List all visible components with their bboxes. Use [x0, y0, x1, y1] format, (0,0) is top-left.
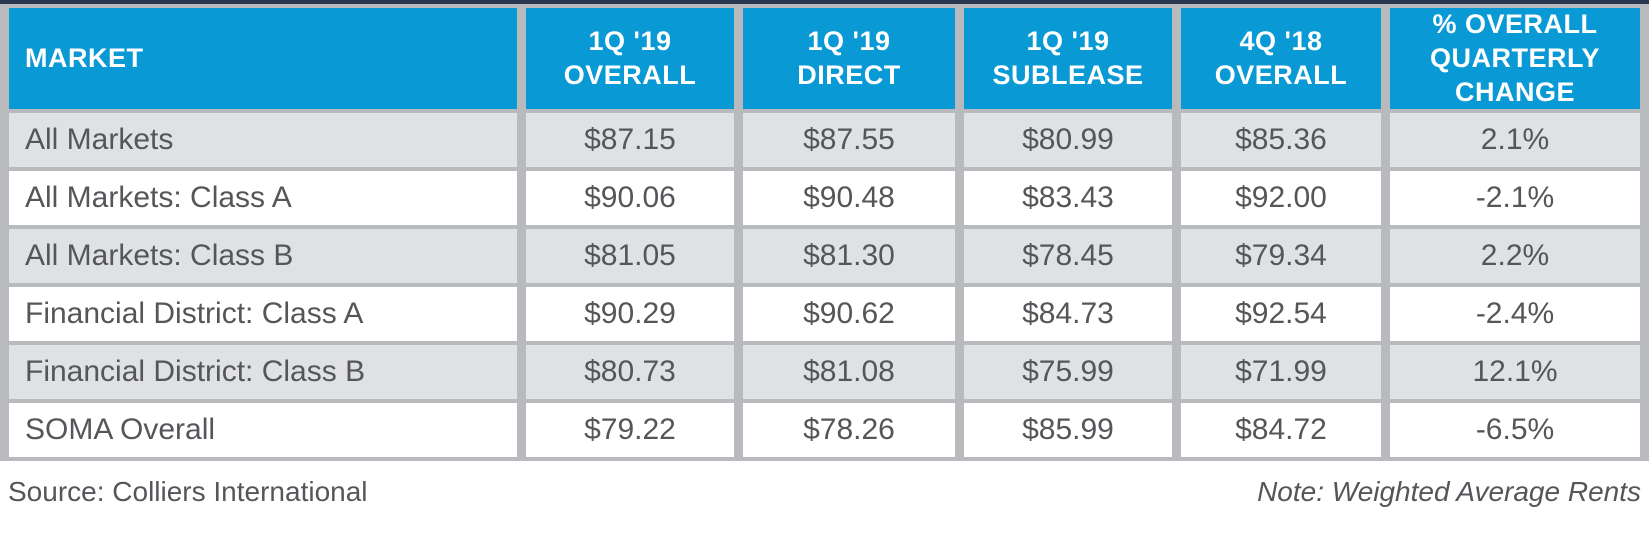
table-row: All Markets: Class B $81.05 $81.30 $78.4…: [9, 229, 1640, 284]
rates-table-wrap: MARKET 1Q '19 OVERALL 1Q '19 DIRECT 1Q '…: [0, 4, 1649, 462]
rate-cell: $84.72: [1181, 403, 1381, 458]
market-cell: All Markets: Class A: [9, 171, 517, 226]
rate-cell: $87.15: [526, 113, 734, 168]
rate-cell: $92.54: [1181, 287, 1381, 342]
rate-cell: $87.55: [743, 113, 955, 168]
rate-cell: $92.00: [1181, 171, 1381, 226]
rate-cell: $78.45: [964, 229, 1172, 284]
pct-change-cell: 12.1%: [1390, 345, 1640, 400]
rate-cell: $71.99: [1181, 345, 1381, 400]
table-body: All Markets $87.15 $87.55 $80.99 $85.36 …: [9, 113, 1640, 458]
market-cell: Financial District: Class B: [9, 345, 517, 400]
rate-cell: $80.99: [964, 113, 1172, 168]
column-header-1q19-sublease: 1Q '19 SUBLEASE: [964, 8, 1172, 110]
market-cell: All Markets: [9, 113, 517, 168]
rate-cell: $79.22: [526, 403, 734, 458]
table-header: MARKET 1Q '19 OVERALL 1Q '19 DIRECT 1Q '…: [9, 8, 1640, 110]
rate-cell: $80.73: [526, 345, 734, 400]
rate-cell: $90.48: [743, 171, 955, 226]
note-text: Note: Weighted Average Rents: [1257, 476, 1641, 508]
rates-table: MARKET 1Q '19 OVERALL 1Q '19 DIRECT 1Q '…: [0, 4, 1649, 461]
figure-footer: Source: Colliers International Note: Wei…: [0, 461, 1649, 508]
source-text: Source: Colliers International: [8, 476, 368, 508]
rate-cell: $90.06: [526, 171, 734, 226]
rate-cell: $81.05: [526, 229, 734, 284]
rate-cell: $79.34: [1181, 229, 1381, 284]
table-row: Financial District: Class B $80.73 $81.0…: [9, 345, 1640, 400]
column-header-1q19-direct: 1Q '19 DIRECT: [743, 8, 955, 110]
column-header-1q19-overall: 1Q '19 OVERALL: [526, 8, 734, 110]
rate-cell: $84.73: [964, 287, 1172, 342]
table-header-row: MARKET 1Q '19 OVERALL 1Q '19 DIRECT 1Q '…: [9, 8, 1640, 110]
pct-change-cell: 2.1%: [1390, 113, 1640, 168]
pct-change-cell: -6.5%: [1390, 403, 1640, 458]
table-row: All Markets $87.15 $87.55 $80.99 $85.36 …: [9, 113, 1640, 168]
rate-cell: $85.36: [1181, 113, 1381, 168]
column-header-4q18-overall: 4Q '18 OVERALL: [1181, 8, 1381, 110]
rate-cell: $81.30: [743, 229, 955, 284]
rate-cell: $81.08: [743, 345, 955, 400]
column-header-pct-quarterly-change: % OVERALL QUARTERLY CHANGE: [1390, 8, 1640, 110]
rate-cell: $75.99: [964, 345, 1172, 400]
column-header-market: MARKET: [9, 8, 517, 110]
rate-cell: $78.26: [743, 403, 955, 458]
rate-cell: $83.43: [964, 171, 1172, 226]
top-rule-divider: [0, 0, 1649, 4]
market-cell: Financial District: Class A: [9, 287, 517, 342]
table-row: Financial District: Class A $90.29 $90.6…: [9, 287, 1640, 342]
table-row: SOMA Overall $79.22 $78.26 $85.99 $84.72…: [9, 403, 1640, 458]
rate-cell: $85.99: [964, 403, 1172, 458]
pct-change-cell: 2.2%: [1390, 229, 1640, 284]
rate-cell: $90.62: [743, 287, 955, 342]
market-cell: SOMA Overall: [9, 403, 517, 458]
pct-change-cell: -2.1%: [1390, 171, 1640, 226]
pct-change-cell: -2.4%: [1390, 287, 1640, 342]
rate-cell: $90.29: [526, 287, 734, 342]
market-cell: All Markets: Class B: [9, 229, 517, 284]
table-row: All Markets: Class A $90.06 $90.48 $83.4…: [9, 171, 1640, 226]
